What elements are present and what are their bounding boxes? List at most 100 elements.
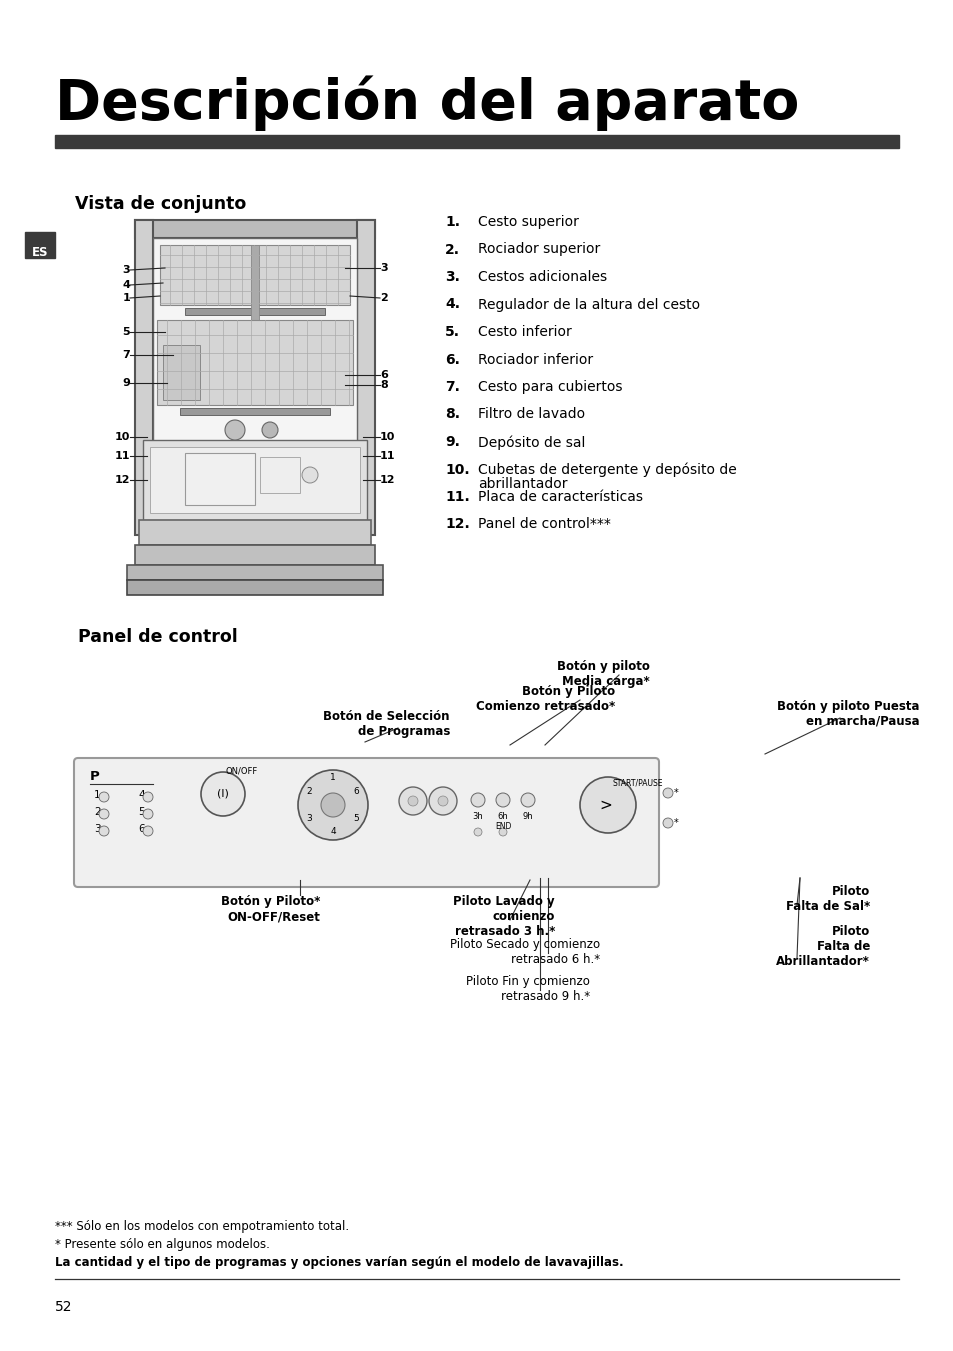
Bar xyxy=(127,580,382,594)
Bar xyxy=(185,308,325,315)
Bar xyxy=(356,220,375,535)
Circle shape xyxy=(408,796,417,807)
Text: 9h: 9h xyxy=(522,812,533,821)
Circle shape xyxy=(262,422,277,438)
Circle shape xyxy=(429,788,456,815)
Text: 2: 2 xyxy=(379,293,387,303)
Text: *: * xyxy=(673,817,678,828)
Text: 6: 6 xyxy=(379,370,388,380)
Text: 12.: 12. xyxy=(444,517,469,531)
Bar xyxy=(160,245,350,305)
Text: Piloto Fin y comienzo
retrasado 9 h.*: Piloto Fin y comienzo retrasado 9 h.* xyxy=(466,975,589,1002)
Text: 8.: 8. xyxy=(444,408,459,422)
Bar xyxy=(180,408,330,415)
Bar xyxy=(260,457,299,493)
Circle shape xyxy=(474,828,481,836)
Circle shape xyxy=(320,793,345,817)
Text: Cesto inferior: Cesto inferior xyxy=(477,326,571,339)
Text: 9: 9 xyxy=(122,378,130,388)
Text: 7: 7 xyxy=(122,350,130,359)
Text: 10: 10 xyxy=(114,432,130,442)
Text: Regulador de la altura del cesto: Regulador de la altura del cesto xyxy=(477,297,700,312)
Text: 6: 6 xyxy=(138,824,145,834)
Bar xyxy=(135,544,375,565)
Circle shape xyxy=(579,777,636,834)
Text: Cestos adicionales: Cestos adicionales xyxy=(477,270,606,284)
Text: 4.: 4. xyxy=(444,297,459,312)
Text: Vista de conjunto: Vista de conjunto xyxy=(75,195,246,213)
Bar xyxy=(251,245,258,350)
Text: Panel de control: Panel de control xyxy=(78,628,237,646)
Circle shape xyxy=(398,788,427,815)
Text: Placa de características: Placa de características xyxy=(477,490,642,504)
Text: 4: 4 xyxy=(122,280,130,290)
Text: >: > xyxy=(599,797,612,812)
Text: 1: 1 xyxy=(94,790,100,800)
Text: 8: 8 xyxy=(379,380,387,390)
Text: * Presente sólo en algunos modelos.: * Presente sólo en algunos modelos. xyxy=(55,1238,270,1251)
Circle shape xyxy=(297,770,368,840)
Text: Piloto Secado y comienzo
retrasado 6 h.*: Piloto Secado y comienzo retrasado 6 h.* xyxy=(450,938,599,966)
Bar xyxy=(139,520,371,544)
Text: 3: 3 xyxy=(122,265,130,276)
Text: 4: 4 xyxy=(330,828,335,836)
Text: Piloto
Falta de Sal*: Piloto Falta de Sal* xyxy=(785,885,869,913)
Text: Botón y piloto Puesta
en marcha/Pausa: Botón y piloto Puesta en marcha/Pausa xyxy=(777,700,919,728)
Text: 52: 52 xyxy=(55,1300,72,1315)
Text: 10: 10 xyxy=(379,432,395,442)
Circle shape xyxy=(225,420,245,440)
Bar xyxy=(152,238,356,444)
Text: 5: 5 xyxy=(354,815,359,823)
Text: ON/OFF: ON/OFF xyxy=(226,767,258,775)
Bar xyxy=(143,440,367,520)
Circle shape xyxy=(520,793,535,807)
Circle shape xyxy=(99,809,109,819)
Text: 1.: 1. xyxy=(444,215,459,230)
Text: 4: 4 xyxy=(138,790,145,800)
Text: 3h: 3h xyxy=(472,812,483,821)
Circle shape xyxy=(99,792,109,802)
Text: 12: 12 xyxy=(114,476,130,485)
Bar xyxy=(55,135,898,149)
Text: 3: 3 xyxy=(94,824,100,834)
Text: 11: 11 xyxy=(379,451,395,461)
Text: Botón y piloto
Media carga*: Botón y piloto Media carga* xyxy=(557,661,649,688)
Text: P: P xyxy=(90,770,100,784)
Text: *: * xyxy=(673,788,678,798)
Text: 2: 2 xyxy=(94,807,100,817)
Bar xyxy=(163,345,200,400)
Text: 3: 3 xyxy=(379,263,387,273)
Circle shape xyxy=(143,809,152,819)
Text: 6h: 6h xyxy=(497,812,508,821)
Circle shape xyxy=(143,825,152,836)
Text: Descripción del aparato: Descripción del aparato xyxy=(55,76,799,131)
Circle shape xyxy=(143,792,152,802)
Circle shape xyxy=(302,467,317,484)
Text: Depósito de sal: Depósito de sal xyxy=(477,435,585,450)
Text: END: END xyxy=(495,821,511,831)
Text: 2.: 2. xyxy=(444,242,459,257)
Circle shape xyxy=(498,828,506,836)
Text: 11: 11 xyxy=(114,451,130,461)
Text: Botón de Selección
de Programas: Botón de Selección de Programas xyxy=(323,711,450,738)
Text: La cantidad y el tipo de programas y opciones varían según el modelo de lavavaji: La cantidad y el tipo de programas y opc… xyxy=(55,1256,623,1269)
Text: 9.: 9. xyxy=(444,435,459,449)
Text: Botón y Piloto
Comienzo retrasado*: Botón y Piloto Comienzo retrasado* xyxy=(476,685,615,713)
Text: Rociador superior: Rociador superior xyxy=(477,242,599,257)
Text: 1: 1 xyxy=(122,293,130,303)
Bar xyxy=(127,565,382,580)
Text: 10.: 10. xyxy=(444,462,469,477)
Bar xyxy=(135,220,152,535)
Text: Rociador inferior: Rociador inferior xyxy=(477,353,593,366)
Text: Cesto para cubiertos: Cesto para cubiertos xyxy=(477,380,622,394)
Text: ES: ES xyxy=(31,246,49,259)
Circle shape xyxy=(201,771,245,816)
Text: 3: 3 xyxy=(307,815,313,823)
Text: 2: 2 xyxy=(307,788,312,796)
Text: (l): (l) xyxy=(217,789,229,798)
Text: Piloto
Falta de
Abrillantador*: Piloto Falta de Abrillantador* xyxy=(776,925,869,969)
Bar xyxy=(185,453,254,505)
Circle shape xyxy=(437,796,448,807)
Circle shape xyxy=(662,788,672,798)
Bar xyxy=(150,447,359,513)
